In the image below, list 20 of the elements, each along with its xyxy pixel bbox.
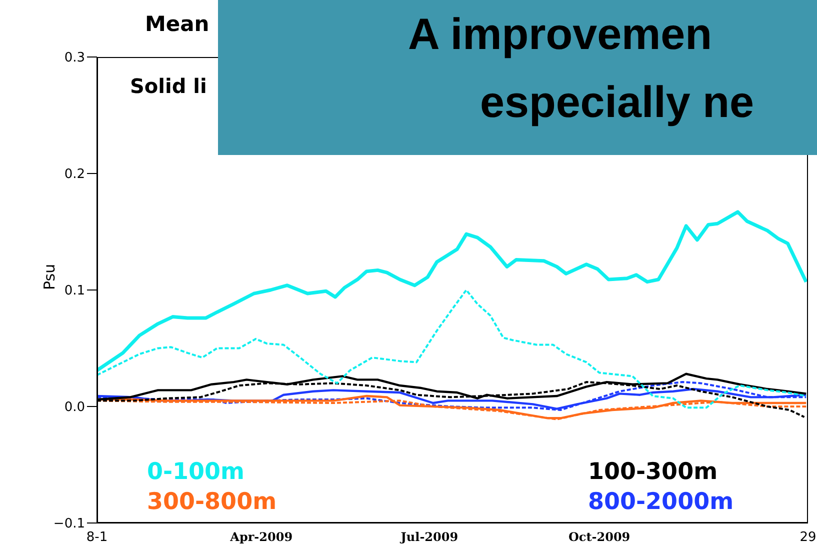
y-tick-label: 0.3 [64, 50, 85, 66]
y-tick-label: 0.1 [64, 284, 85, 299]
y-tick-label: −0.1 [53, 516, 85, 532]
text: 300-800m [147, 489, 277, 515]
y-axis-title: Psu [40, 264, 58, 290]
annotation: A improvemen [408, 10, 712, 60]
y-tick-label: 0.0 [64, 400, 85, 416]
annotation: Solid li [130, 74, 207, 98]
x-tick-label: 8-1 [86, 530, 108, 545]
text-panel: A improvemen especially ne [218, 0, 817, 155]
x-tick-label: Oct-2009 [568, 530, 630, 544]
y-tick-label: 0.2 [64, 167, 85, 182]
text: 100-300m [588, 459, 719, 485]
text: 800-2000m [588, 489, 735, 515]
chart-title: Mean [145, 12, 210, 36]
x-tick-label: 29 [800, 530, 816, 545]
x-tick-label: Jul-2009 [400, 530, 458, 544]
x-tick-label: Apr-2009 [229, 530, 293, 544]
annotation: especially ne [480, 78, 754, 128]
text: 0-100m [147, 459, 245, 485]
